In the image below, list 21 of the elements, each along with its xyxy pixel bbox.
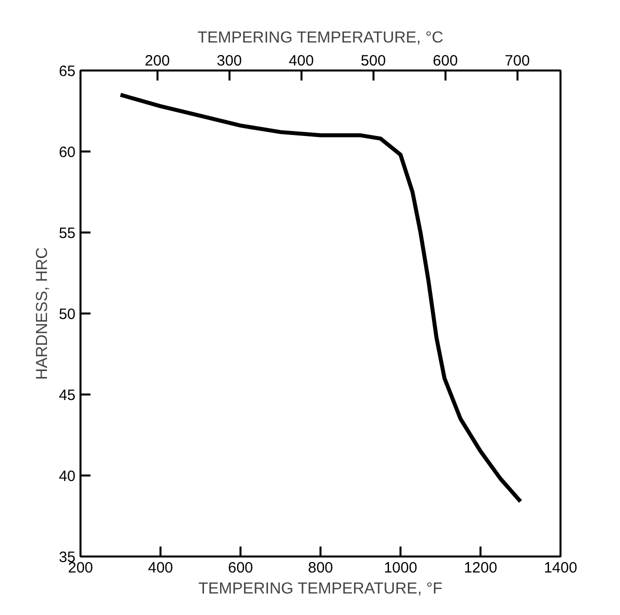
x2-axis-title: TEMPERING TEMPERATURE, °C <box>197 30 444 46</box>
y-tick-label: 65 <box>58 63 76 80</box>
y-tick-label: 50 <box>58 306 76 323</box>
x-tick-label: 600 <box>228 560 254 576</box>
x2-tick-label: 700 <box>504 52 530 70</box>
x-tick-label: 1200 <box>464 560 498 576</box>
x-tick-label: 400 <box>148 560 174 576</box>
x-tick-label: 1000 <box>384 560 418 576</box>
y-tick-label: 40 <box>58 468 76 485</box>
x-axis-title: TEMPERING TEMPERATURE, °F <box>198 580 443 598</box>
x2-tick-label: 300 <box>216 52 242 70</box>
x-tick-label: 1400 <box>544 560 578 576</box>
x-tick-label: 800 <box>308 560 334 576</box>
x2-tick-label: 200 <box>144 52 170 70</box>
x2-tick-label: 600 <box>432 52 458 70</box>
x2-tick-label: 500 <box>360 52 386 70</box>
y-tick-label: 60 <box>58 144 76 161</box>
y-tick-label: 45 <box>58 387 76 404</box>
x2-tick-label: 400 <box>288 52 314 70</box>
y-axis-title: HARDNESS, HRC <box>34 247 51 380</box>
y-tick-label: 55 <box>58 225 76 242</box>
